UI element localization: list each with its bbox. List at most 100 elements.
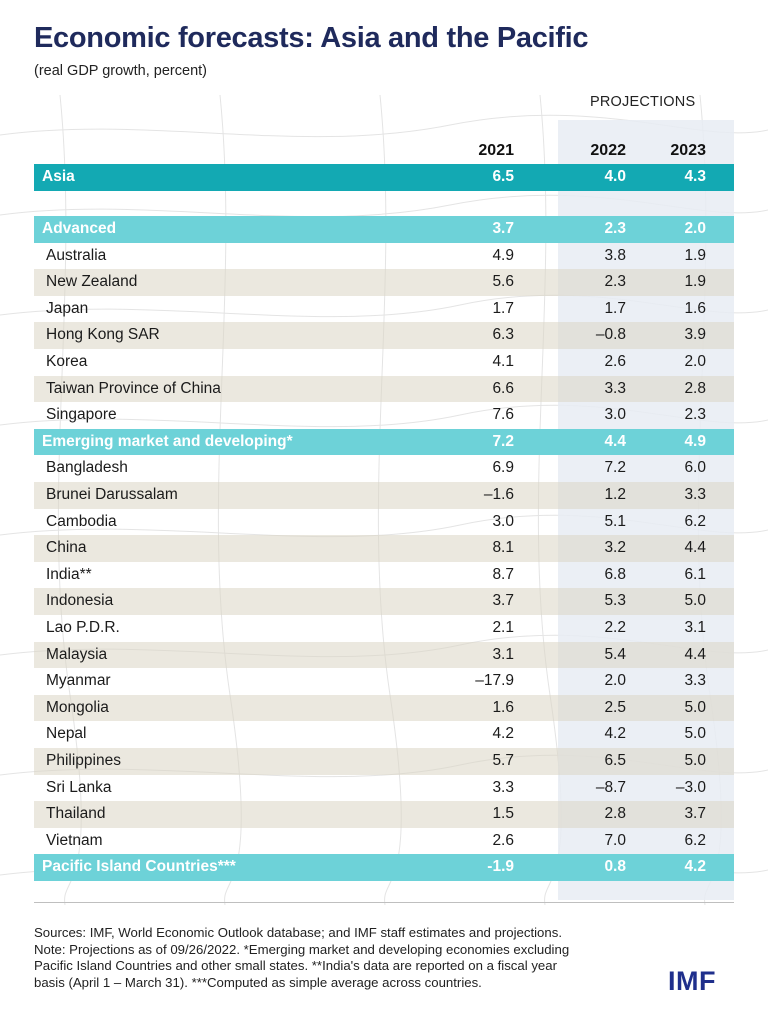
- row-label: Taiwan Province of China: [46, 379, 221, 397]
- note-line: basis (April 1 – March 31). ***Computed …: [34, 974, 482, 990]
- note-line: Sources: IMF, World Economic Outlook dat…: [34, 925, 562, 940]
- cell-value-2022: 3.3: [604, 379, 626, 397]
- row-label: Singapore: [46, 406, 117, 424]
- cell-value-2021: 6.5: [492, 168, 514, 185]
- cell-value-2023: 6.0: [684, 459, 706, 477]
- table-row: Taiwan Province of China 6.6 3.3 2.8: [34, 375, 734, 403]
- row-label: Vietnam: [46, 831, 103, 849]
- row-label: Advanced: [42, 220, 117, 237]
- table-row: Malaysia 3.1 5.4 4.4: [34, 641, 734, 669]
- row-label: Australia: [46, 246, 107, 264]
- cell-value-2021: 2.6: [492, 831, 514, 849]
- cell-value-2023: 5.0: [684, 592, 706, 610]
- table-row: Cambodia 3.0 5.1 6.2: [34, 509, 734, 536]
- table-row: Korea 4.1 2.6 2.0: [34, 349, 734, 376]
- footer-divider: [34, 902, 734, 903]
- cell-value-2021: 2.1: [492, 619, 514, 636]
- cell-value-2022: 2.6: [604, 353, 626, 370]
- cell-value-2021: 6.6: [492, 379, 514, 397]
- cell-value-2022: 3.2: [604, 539, 626, 557]
- cell-value-2023: 4.2: [684, 858, 706, 876]
- cell-value-2022: 2.3: [604, 220, 626, 237]
- cell-value-2023: 1.9: [684, 246, 706, 264]
- row-label: Thailand: [46, 805, 106, 823]
- cell-value-2022: 2.0: [604, 672, 626, 690]
- column-header-2022: 2022: [590, 142, 626, 159]
- row-label: Asia: [42, 168, 75, 185]
- cell-value-2022: 4.4: [604, 432, 626, 450]
- cell-value-2021: 6.9: [492, 459, 514, 477]
- cell-value-2023: 6.1: [684, 565, 706, 583]
- table-row: Singapore 7.6 3.0 2.3: [34, 402, 734, 429]
- row-label: Cambodia: [46, 512, 117, 530]
- row-label: Philippines: [46, 752, 121, 769]
- cell-value-2023: 2.0: [684, 353, 706, 370]
- table-row: Hong Kong SAR 6.3 –0.8 3.9: [34, 322, 734, 349]
- cell-value-2022: 2.5: [604, 698, 626, 716]
- row-label: Mongolia: [46, 698, 109, 716]
- cell-value-2021: 4.2: [492, 725, 514, 743]
- table-row: Lao P.D.R. 2.1 2.2 3.1: [34, 615, 734, 642]
- group-row: Pacific Island Countries*** -1.9 0.8 4.2: [34, 854, 734, 881]
- row-label: China: [46, 539, 87, 557]
- cell-value-2021: 1.6: [492, 698, 514, 716]
- group-row: Advanced 3.7 2.3 2.0: [34, 216, 734, 243]
- chart-title: Economic forecasts: Asia and the Pacific: [34, 22, 589, 54]
- row-label: Korea: [46, 353, 88, 370]
- row-label: Emerging market and developing*: [42, 432, 293, 450]
- cell-value-2022: 3.0: [604, 406, 626, 424]
- column-header-2023: 2023: [670, 142, 706, 159]
- cell-value-2021: 4.1: [492, 353, 514, 370]
- cell-value-2021: -1.9: [487, 858, 514, 876]
- cell-value-2022: 4.2: [604, 725, 626, 743]
- cell-value-2021: –17.9: [475, 672, 514, 690]
- cell-value-2023: 5.0: [684, 698, 706, 716]
- cell-value-2022: –8.7: [595, 778, 626, 796]
- group-row: Emerging market and developing* 7.2 4.4 4.9: [34, 428, 734, 456]
- cell-value-2023: 3.1: [684, 619, 706, 636]
- cell-value-2021: 6.3: [492, 326, 514, 344]
- cell-value-2022: 6.5: [604, 752, 626, 769]
- cell-value-2023: 4.3: [684, 168, 706, 185]
- cell-value-2022: 2.2: [604, 619, 626, 636]
- table-row: Mongolia 1.6 2.5 5.0: [34, 694, 734, 722]
- cell-value-2021: 8.7: [492, 565, 514, 583]
- cell-value-2023: –3.0: [675, 778, 706, 796]
- cell-value-2021: 8.1: [492, 539, 514, 557]
- row-label: India**: [46, 565, 92, 583]
- cell-value-2021: 3.7: [492, 220, 514, 237]
- cell-value-2023: 4.4: [684, 539, 706, 557]
- chart-subtitle: (real GDP growth, percent): [34, 63, 207, 79]
- cell-value-2022: 6.8: [604, 565, 626, 583]
- cell-value-2022: 5.3: [604, 592, 626, 610]
- note-line: Pacific Island Countries and other small…: [34, 958, 557, 973]
- table-row: Australia 4.9 3.8 1.9: [34, 243, 734, 270]
- row-label: Nepal: [46, 725, 87, 743]
- cell-value-2022: 0.8: [604, 858, 626, 876]
- cell-value-2023: 5.0: [684, 752, 706, 769]
- cell-value-2021: 3.3: [492, 778, 514, 796]
- cell-value-2022: 5.4: [604, 645, 626, 663]
- table-row: China 8.1 3.2 4.4: [34, 535, 734, 562]
- row-label: Bangladesh: [46, 459, 128, 477]
- cell-value-2023: 2.0: [684, 220, 706, 237]
- table-row: Bangladesh 6.9 7.2 6.0: [34, 455, 734, 482]
- cell-value-2023: 1.6: [684, 299, 706, 317]
- cell-value-2023: 3.7: [684, 805, 706, 823]
- cell-value-2023: 2.8: [684, 379, 706, 397]
- table-row: Vietnam 2.6 7.0 6.2: [34, 828, 734, 855]
- cell-value-2022: 3.8: [604, 246, 626, 264]
- cell-value-2021: 5.7: [492, 752, 514, 769]
- cell-value-2021: 3.7: [492, 592, 514, 610]
- cell-value-2022: 2.8: [604, 805, 626, 823]
- projections-label: PROJECTIONS: [590, 94, 696, 110]
- row-label: Hong Kong SAR: [46, 326, 160, 344]
- cell-value-2023: 6.2: [684, 831, 706, 849]
- source-notes: Sources: IMF, World Economic Outlook dat…: [34, 925, 674, 991]
- cell-value-2023: 3.3: [684, 486, 706, 503]
- cell-value-2021: 7.6: [492, 406, 514, 424]
- cell-value-2021: 4.9: [492, 246, 514, 264]
- cell-value-2023: 6.2: [684, 512, 706, 530]
- row-label: Lao P.D.R.: [46, 619, 120, 636]
- table-row: Philippines 5.7 6.5 5.0: [34, 748, 734, 775]
